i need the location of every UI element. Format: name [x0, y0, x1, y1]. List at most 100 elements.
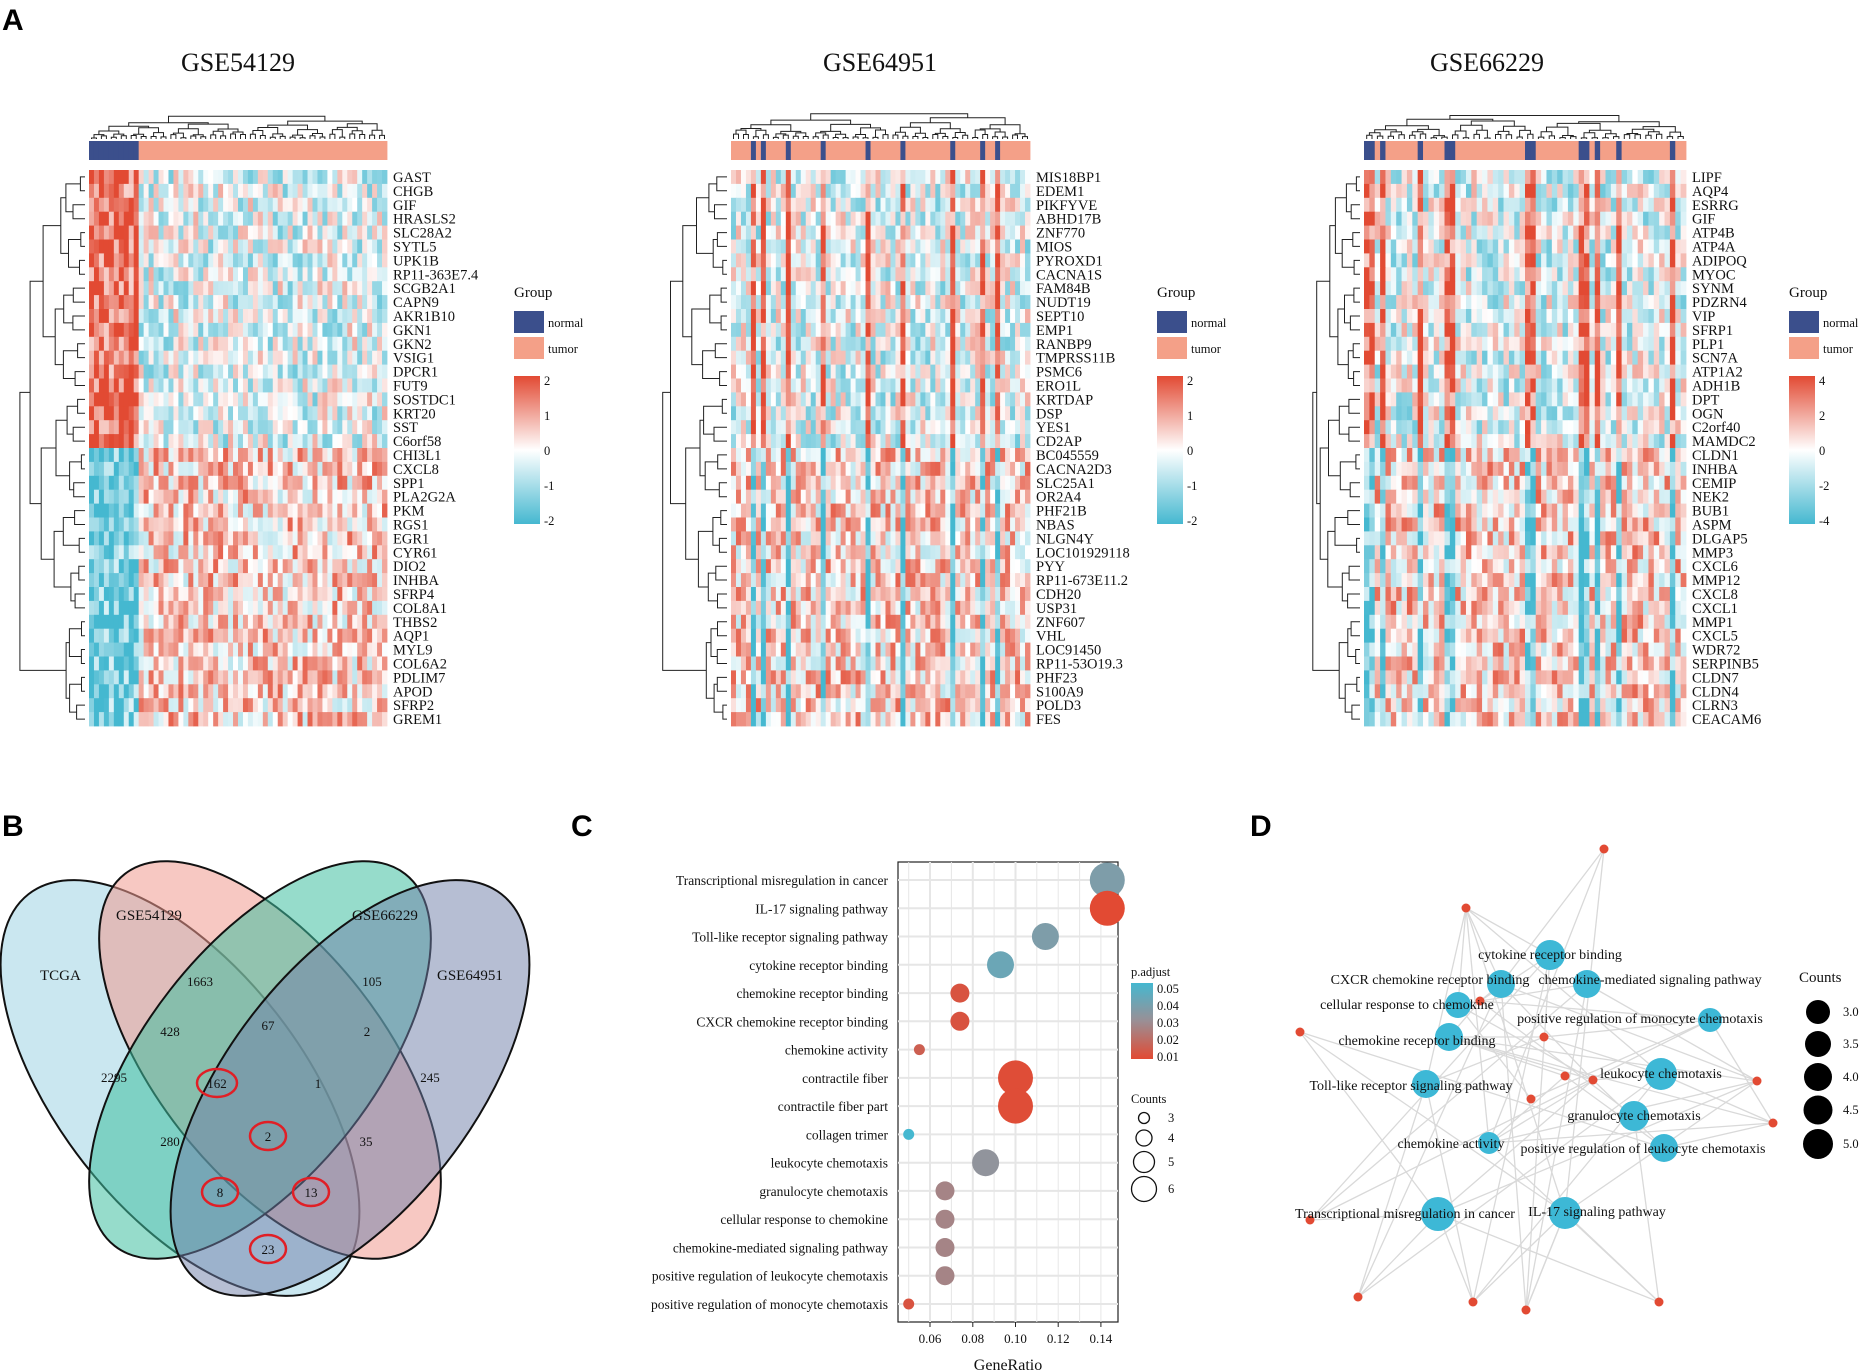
heatmap-cell [168, 322, 174, 338]
heatmap-cell [183, 600, 189, 616]
heatmap-cell [118, 656, 125, 671]
heatmap-cell [93, 420, 100, 435]
heatmap-cell [118, 517, 125, 532]
heatmap-cell [805, 489, 812, 504]
heatmap-cell [307, 559, 313, 574]
heatmap-cell [213, 573, 219, 588]
heatmap-cell [322, 170, 328, 185]
heatmap-cell [825, 253, 832, 268]
heatmap-cell [208, 559, 214, 574]
heatmap-cell [228, 475, 234, 491]
heatmap-cell [168, 434, 174, 449]
heatmap-cell [875, 587, 881, 602]
heatmap-cell [183, 712, 189, 727]
heatmap-cell [970, 253, 976, 268]
heatmap-cell [168, 475, 174, 491]
heatmap-cell [223, 587, 229, 602]
heatmap-cell [257, 489, 264, 504]
heatmap-cell [272, 573, 279, 588]
heatmap-cell [238, 225, 244, 240]
heatmap-cell [89, 295, 95, 310]
heatmap-cell [950, 225, 956, 240]
heatmap-cell [765, 503, 772, 518]
heatmap-cell [89, 267, 95, 282]
heatmap-cell [247, 628, 254, 643]
heatmap-cell [990, 531, 996, 546]
heatmap-cell [208, 573, 214, 588]
gene-label: EGR1 [393, 531, 429, 547]
heatmap-cell [332, 378, 338, 393]
heatmap-cell [915, 587, 921, 602]
heatmap-cell [347, 559, 353, 574]
dendrogram-branch [952, 137, 959, 139]
heatmap-cell [337, 475, 343, 491]
heatmap-cell [103, 434, 110, 449]
heatmap-cell [257, 600, 264, 616]
heatmap-cell [89, 336, 95, 352]
heatmap-cell [790, 392, 797, 407]
heatmap-cell [148, 322, 154, 338]
heatmap-cell [98, 712, 105, 727]
heatmap-cell [850, 461, 856, 477]
heatmap-cell [755, 600, 762, 616]
heatmap-cell [920, 614, 926, 630]
dendrogram-branch [100, 135, 107, 139]
heatmap-cell [382, 489, 388, 504]
dendrogram-branch [289, 136, 296, 139]
heatmap-cell [228, 587, 234, 602]
heatmap-cell [267, 698, 274, 713]
heatmap-cell [267, 642, 274, 657]
annotation-cell [337, 141, 343, 160]
heatmap-cell [89, 517, 95, 532]
heatmap-cell [770, 475, 777, 491]
heatmap-cell [193, 281, 199, 296]
heatmap-cell [885, 531, 891, 546]
heatmap-cell [830, 197, 837, 213]
heatmap-cell [860, 475, 866, 491]
annotation-cell [208, 141, 214, 160]
dendrogram-branch [704, 461, 720, 491]
heatmap-cell [745, 517, 752, 532]
heatmap-cell [153, 517, 159, 532]
heatmap-cell [840, 656, 847, 671]
heatmap-cell [825, 183, 832, 199]
heatmap-cell [138, 684, 145, 699]
heatmap-cell [138, 295, 145, 310]
heatmap-cell [855, 614, 861, 630]
heatmap-cell [118, 559, 125, 574]
heatmap-cell [257, 406, 264, 421]
heatmap-cell [985, 170, 991, 185]
heatmap-cell [93, 350, 100, 365]
dendrogram-branch [177, 128, 199, 135]
heatmap-cell [795, 517, 802, 532]
heatmap-cell [282, 600, 289, 616]
heatmap-cell [128, 656, 135, 671]
heatmap-cell [123, 656, 130, 671]
heatmap-cell [1020, 309, 1026, 324]
heatmap-cell [910, 670, 916, 685]
heatmap-cell [198, 614, 204, 630]
heatmap-cell [257, 211, 264, 226]
heatmap-cell [735, 197, 742, 213]
heatmap-cell [945, 461, 951, 477]
heatmap-cell [765, 211, 772, 226]
heatmap-cell [198, 600, 204, 616]
heatmap-cell [920, 461, 926, 477]
heatmap-cell [138, 420, 145, 435]
heatmap-cell [203, 670, 209, 685]
heatmap-cell [940, 670, 946, 685]
heatmap-cell [108, 378, 115, 393]
heatmap-cell [895, 211, 901, 226]
heatmap-cell [113, 642, 120, 657]
heatmap-cell [950, 587, 956, 602]
heatmap-cell [203, 489, 209, 504]
heatmap-cell [830, 628, 837, 643]
heatmap-cell [940, 406, 946, 421]
heatmap-cell [910, 336, 916, 352]
heatmap-cell [223, 614, 229, 630]
heatmap-cell [795, 378, 802, 393]
heatmap-cell [731, 322, 737, 338]
heatmap-cell [148, 712, 154, 727]
heatmap-cell [357, 670, 363, 685]
heatmap-cell [775, 336, 782, 352]
